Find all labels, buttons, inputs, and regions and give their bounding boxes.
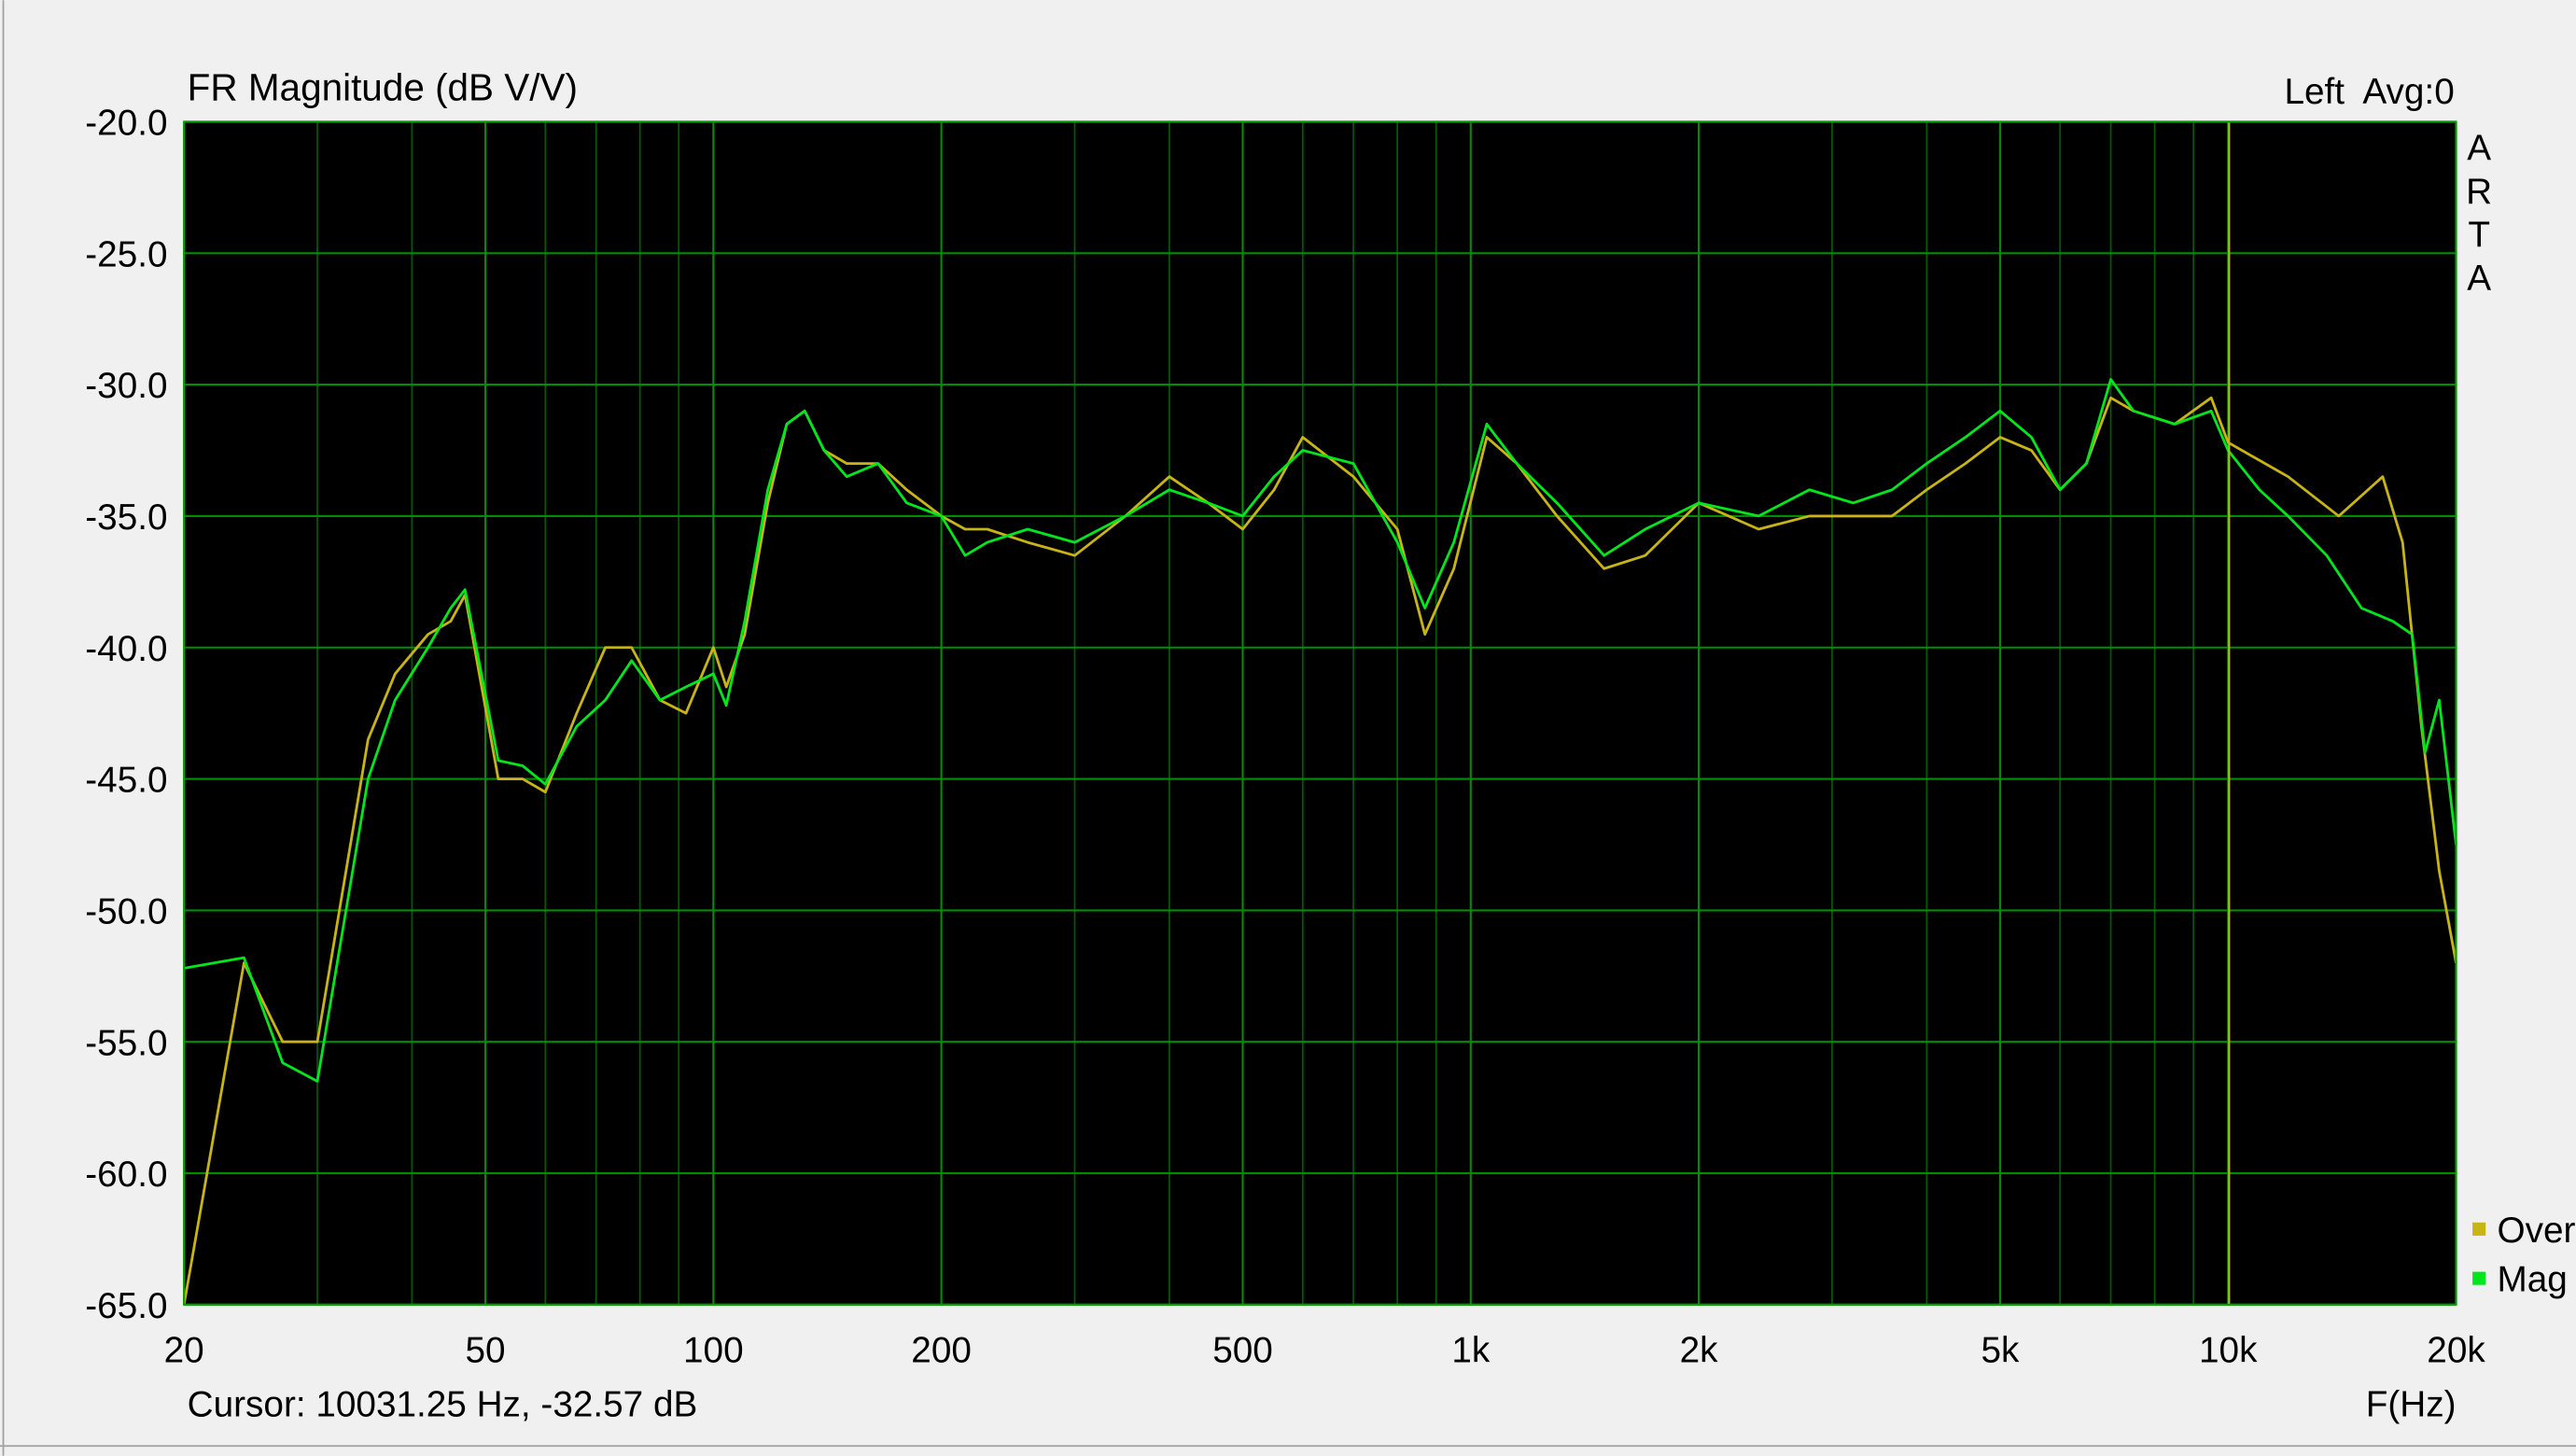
x-tick-label: 5k (1981, 1330, 2021, 1370)
x-tick-label: 20k (2427, 1330, 2485, 1370)
y-tick-label: -35.0 (85, 497, 167, 538)
y-tick-label: -20.0 (85, 104, 167, 144)
x-tick-label: 100 (683, 1330, 744, 1370)
plot-border (183, 120, 2457, 1306)
y-tick-label: -55.0 (85, 1023, 167, 1063)
y-tick-label: -40.0 (85, 629, 167, 669)
legend-swatch (2472, 1271, 2486, 1285)
x-axis-label: F(Hz) (2366, 1385, 2457, 1425)
series-line (183, 378, 2457, 1083)
legend-label: Over (2498, 1211, 2576, 1251)
branding: ARTA (2459, 129, 2499, 302)
x-tick-label: 200 (911, 1330, 972, 1370)
x-tick-label: 50 (466, 1330, 506, 1370)
legend-swatch (2472, 1222, 2486, 1236)
x-tick-label: 1k (1451, 1330, 1491, 1370)
y-tick-label: -50.0 (85, 891, 167, 931)
y-tick-label: -45.0 (85, 761, 167, 801)
legend: Over Mag (2472, 1211, 2576, 1300)
y-tick-label: -65.0 (85, 1286, 167, 1326)
y-tick-label: -60.0 (85, 1155, 167, 1195)
chart-title: FR Magnitude (dB V/V) (188, 66, 578, 109)
x-tick-label: 500 (1212, 1330, 1273, 1370)
y-tick-label: -25.0 (85, 234, 167, 274)
plot-area (184, 121, 2457, 1305)
y-tick-label: -30.0 (85, 366, 167, 406)
legend-label: Mag (2498, 1260, 2568, 1300)
channel-info: Left Avg:0 (2284, 72, 2454, 112)
x-tick-label: 2k (1680, 1330, 1719, 1370)
x-tick-label: 10k (2199, 1330, 2258, 1370)
series-lines (182, 121, 2457, 1306)
x-tick-label: 20 (164, 1330, 204, 1370)
cursor-readout: Cursor: 10031.25 Hz, -32.57 dB (188, 1385, 698, 1425)
